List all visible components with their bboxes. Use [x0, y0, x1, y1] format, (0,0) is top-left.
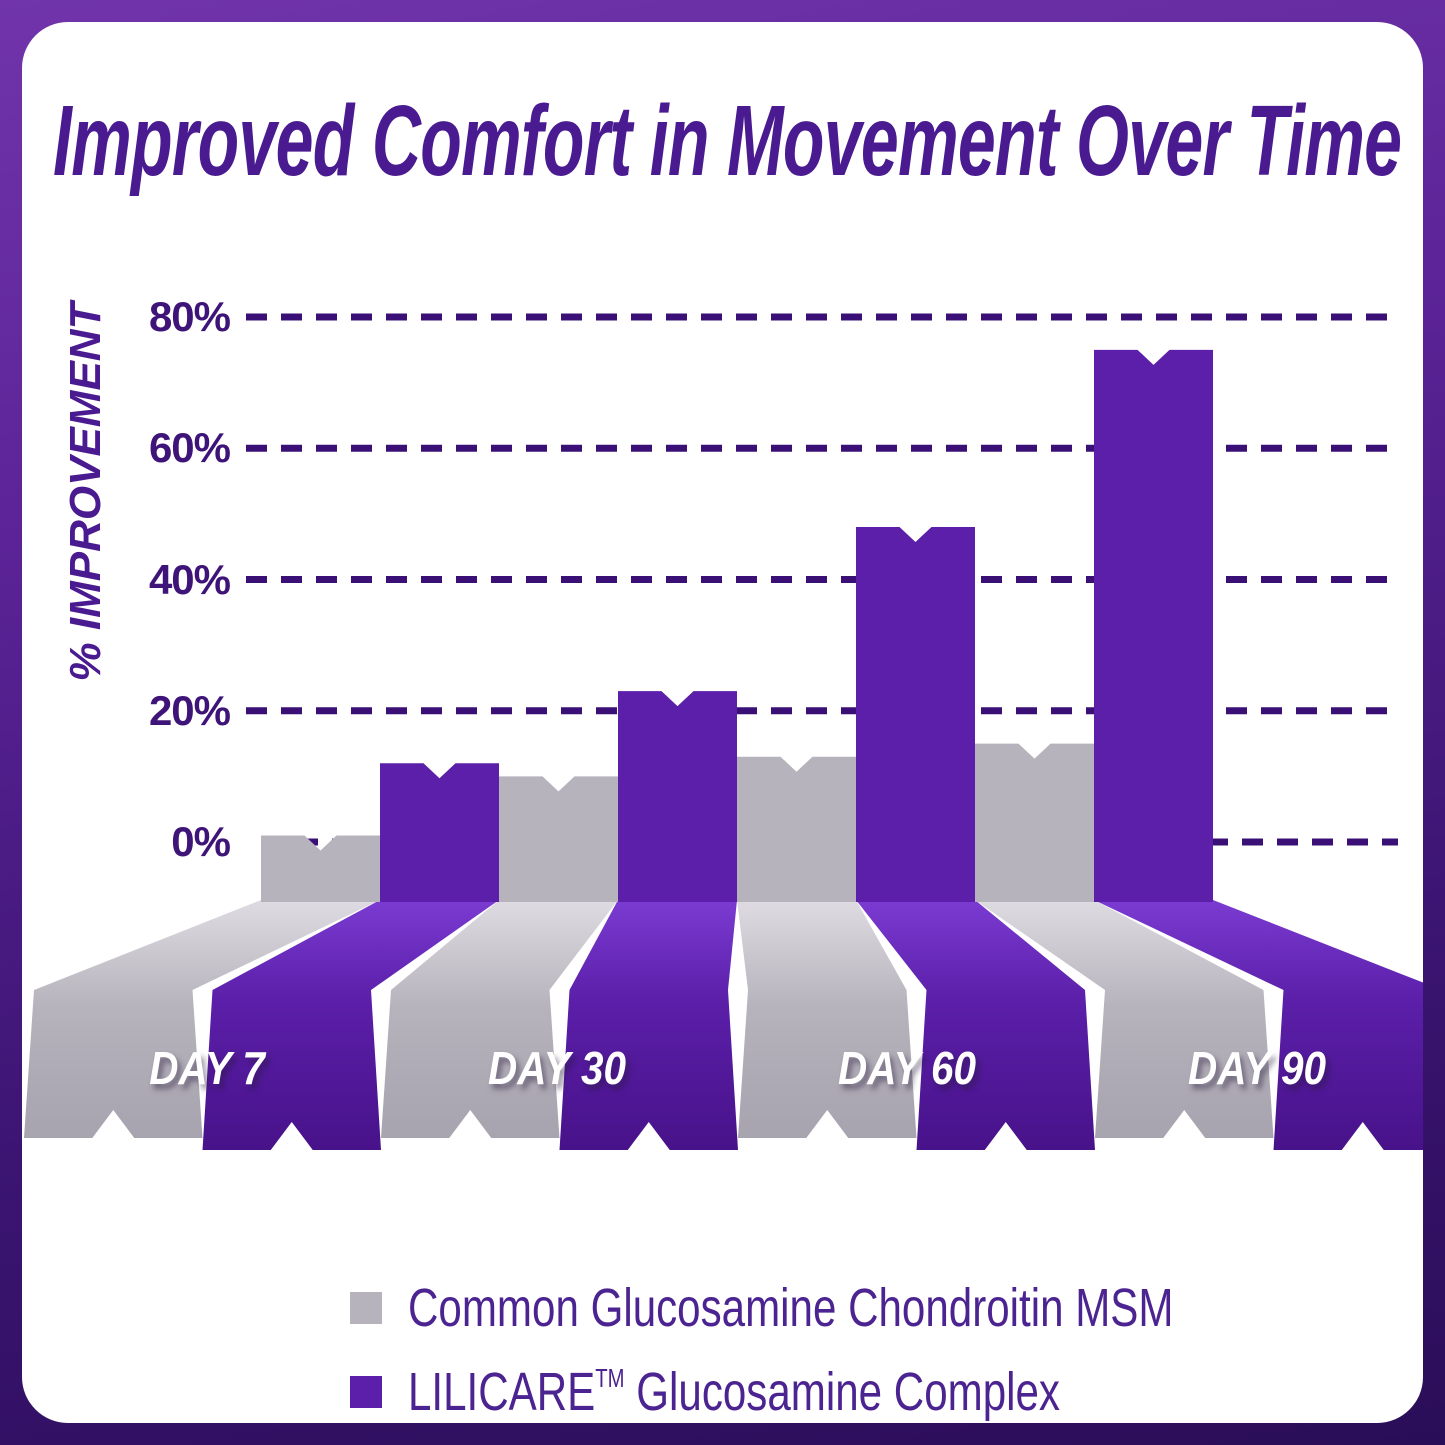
category-label-day-7: DAY 7	[149, 1042, 265, 1094]
legend: Common Glucosamine Chondroitin MSM LILIC…	[350, 1277, 1389, 1423]
legend-swatch-gray	[350, 1292, 382, 1324]
bar-common-glucosamine-chondroitin-msm-day-90	[975, 743, 1094, 902]
legend-swatch-purple	[350, 1376, 382, 1408]
floor-ribbon-purple-day-60	[856, 900, 1095, 1150]
bar-common-glucosamine-chondroitin-msm-day-7	[261, 835, 380, 902]
category-label-day-30: DAY 30	[487, 1042, 627, 1094]
y-tick-80pct: 80%	[148, 293, 231, 340]
floor-ribbon-purple-day-7	[202, 900, 499, 1150]
legend-item-common-glucosamine: Common Glucosamine Chondroitin MSM	[350, 1277, 1389, 1339]
legend-label-lilicare: LILICARETM Glucosamine Complex	[408, 1361, 1060, 1423]
bar-lilicare-glucosamine-complex-day-30	[618, 691, 737, 902]
chart-title: Improved Comfort in Movement Over Time	[53, 85, 1402, 197]
y-tick-60pct: 60%	[148, 424, 231, 472]
trademark-symbol: TM	[595, 1363, 625, 1393]
bar-chart-canvas	[24, 313, 1423, 1150]
brand-name: LILICARE	[408, 1362, 596, 1422]
floor-ribbon-gray-day-60	[737, 900, 917, 1138]
y-tick-40pct: 40%	[148, 555, 231, 603]
y-tick-20pct: 20%	[148, 686, 231, 734]
bar-lilicare-glucosamine-complex-day-90	[1094, 349, 1213, 902]
legend-label-common-glucosamine: Common Glucosamine Chondroitin MSM	[408, 1278, 1174, 1338]
floor-ribbon-gray-day-30	[381, 900, 618, 1138]
floor-ribbon-gray-day-7	[24, 900, 380, 1138]
floor-ribbon-gray-day-90	[975, 900, 1274, 1138]
y-tick-0pct: 0%	[171, 818, 231, 865]
legend-item-lilicare: LILICARETM Glucosamine Complex	[350, 1361, 1389, 1423]
category-label-day-60: DAY 60	[837, 1042, 976, 1094]
bar-lilicare-glucosamine-complex-day-60	[856, 527, 975, 902]
bar-common-glucosamine-chondroitin-msm-day-30	[499, 776, 618, 902]
brand-suffix: Glucosamine Complex	[624, 1362, 1060, 1422]
bar-common-glucosamine-chondroitin-msm-day-60	[737, 756, 856, 902]
floor-ribbon-purple-day-90	[1094, 900, 1423, 1150]
floor-ribbon-purple-day-30	[559, 900, 738, 1150]
bar-lilicare-glucosamine-complex-day-7	[380, 763, 499, 902]
chart-clip-area	[22, 22, 1423, 1423]
y-axis-title: % IMPROVEMENT	[61, 302, 110, 682]
category-label-day-90: DAY 90	[1187, 1042, 1326, 1094]
